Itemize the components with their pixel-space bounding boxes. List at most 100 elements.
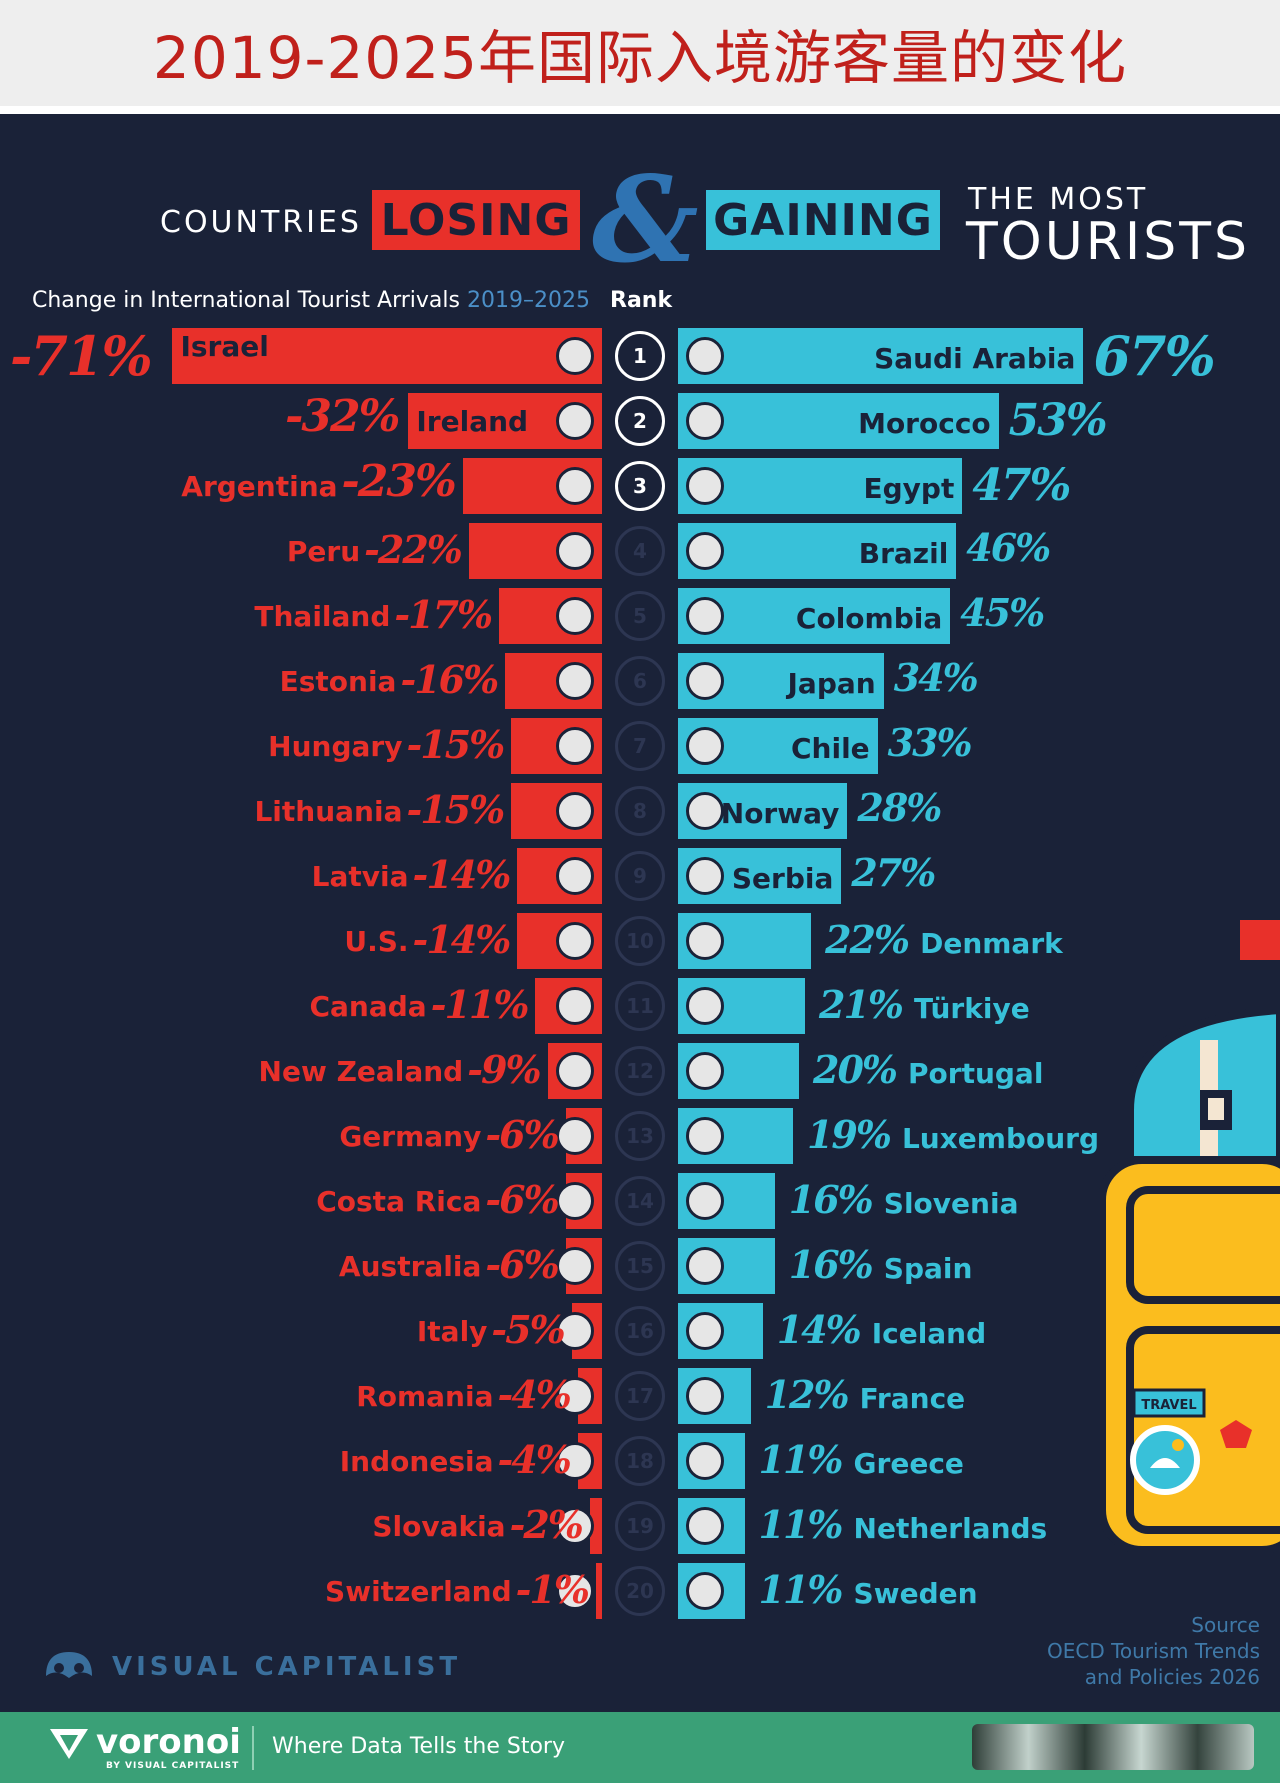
country-label-gaining: Denmark — [920, 927, 1063, 960]
country-label-losing: Latvia — [311, 860, 409, 893]
source-note: Source OECD Tourism Trends and Policies … — [1047, 1612, 1260, 1690]
bar-losing-israel — [172, 328, 602, 384]
value-label-gaining: 11% — [758, 1502, 844, 1547]
value-label-gaining: 47% — [972, 460, 1071, 511]
flag-luxembourg-icon — [686, 1117, 724, 1155]
bar-gaining-brazil — [678, 523, 957, 579]
header-countries: COUNTRIES — [160, 205, 362, 240]
flag-denmark-icon — [686, 922, 724, 960]
flag-costa-rica-icon — [556, 1182, 594, 1220]
country-label-losing: Canada — [309, 990, 427, 1023]
country-label-gaining: Norway — [720, 797, 840, 830]
flag-canada-icon — [556, 987, 594, 1025]
flag-japan-icon — [686, 662, 724, 700]
rank-badge: 7 — [615, 721, 665, 771]
country-label-gaining: Slovenia — [883, 1187, 1019, 1220]
bar-losing-switzerland — [595, 1563, 602, 1619]
flag-australia-icon — [556, 1247, 594, 1285]
country-label-gaining: France — [859, 1382, 966, 1415]
value-label-losing: -9% — [467, 1047, 541, 1092]
value-label-gaining: 14% — [776, 1307, 862, 1352]
value-label-gaining: 33% — [887, 720, 973, 765]
chart-subtitle: Change in International Tourist Arrivals… — [32, 288, 590, 313]
flag-romania-icon — [556, 1377, 594, 1415]
flag-slovakia-icon — [556, 1507, 594, 1545]
value-label-gaining: 22% — [825, 917, 910, 962]
header-ampersand: & — [592, 150, 699, 289]
value-label-losing: -15% — [406, 722, 505, 767]
country-label-losing: Argentina — [181, 470, 338, 503]
country-label-gaining: Egypt — [863, 472, 955, 505]
bar-gaining-saudi-arabia — [678, 328, 1084, 384]
flag-germany-icon — [556, 1117, 594, 1155]
flag-thailand-icon — [556, 597, 594, 635]
country-label-losing: Peru — [286, 535, 361, 568]
header-gaining: GAINING — [706, 190, 940, 250]
country-label-losing: Lithuania — [254, 795, 403, 828]
value-label-losing: -6% — [485, 1177, 559, 1222]
footer-logo-text: voronoi — [96, 1722, 241, 1762]
country-label-gaining: Chile — [790, 732, 870, 765]
country-label-gaining: Portugal — [908, 1057, 1044, 1090]
header-losing: LOSING — [372, 190, 580, 250]
flag-peru-icon — [556, 532, 594, 570]
travel-sticker — [1132, 1388, 1206, 1418]
country-label-gaining: Brazil — [858, 537, 949, 570]
country-label-gaining: Greece — [853, 1447, 964, 1480]
footer-tagline: Where Data Tells the Story — [272, 1734, 565, 1759]
country-label-losing: Costa Rica — [316, 1185, 482, 1218]
footer-divider — [252, 1726, 254, 1770]
flag-saudi-arabia-icon — [686, 337, 724, 375]
visual-capitalist-logo-icon — [46, 1652, 92, 1678]
subtitle-years: 2019–2025 — [466, 288, 590, 313]
value-label-gaining: 16% — [788, 1242, 874, 1287]
value-label-gaining: 19% — [806, 1112, 892, 1157]
value-label-gaining: 28% — [857, 785, 942, 830]
rank-badge: 15 — [615, 1241, 665, 1291]
country-label-gaining: Serbia — [731, 862, 834, 895]
rank-badge: 1 — [615, 331, 665, 381]
country-label-gaining: Türkiye — [914, 992, 1030, 1025]
flag-france-icon — [686, 1377, 724, 1415]
flag-iceland-icon — [686, 1312, 724, 1350]
flag-new-zealand-icon — [556, 1052, 594, 1090]
heart-sticker-icon — [1220, 1420, 1252, 1448]
country-label-gaining: Saudi Arabia — [874, 342, 1076, 375]
bar-losing-slovakia — [589, 1498, 602, 1554]
country-label-losing: Slovakia — [372, 1510, 506, 1543]
country-label-losing: Australia — [338, 1250, 482, 1283]
flag-norway-icon — [686, 792, 724, 830]
flag-italy-icon — [556, 1312, 594, 1350]
header-tourists: TOURISTS — [966, 212, 1250, 272]
flag-serbia-icon — [686, 857, 724, 895]
value-label-gaining: 27% — [851, 850, 936, 895]
rank-badge: 9 — [615, 851, 665, 901]
value-label-losing: -6% — [485, 1242, 559, 1287]
value-label-gaining: 11% — [758, 1437, 844, 1482]
country-label-losing: Germany — [339, 1120, 482, 1153]
value-label-gaining: 20% — [813, 1047, 898, 1092]
bar-gaining-morocco — [678, 393, 999, 449]
flag-chile-icon — [686, 727, 724, 765]
suitcase-handle — [1240, 920, 1280, 960]
value-label-losing: -4% — [497, 1437, 571, 1482]
source-line-2: OECD Tourism Trends — [1046, 1639, 1260, 1663]
country-label-gaining: Sweden — [853, 1577, 978, 1610]
travel-sticker-label: TRAVEL — [1141, 1398, 1196, 1413]
country-label-losing: Indonesia — [339, 1445, 494, 1478]
value-label-gaining: 34% — [893, 655, 979, 700]
country-label-losing: Italy — [416, 1315, 488, 1348]
flag-netherlands-icon — [686, 1507, 724, 1545]
country-label-losing: Thailand — [254, 600, 391, 633]
country-label-losing: Switzerland — [325, 1575, 512, 1608]
flag-egypt-icon — [686, 467, 724, 505]
flag-slovenia-icon — [686, 1182, 724, 1220]
flag-ireland-icon — [556, 402, 594, 440]
flag-spain-icon — [686, 1247, 724, 1285]
value-label-losing: -17% — [394, 592, 493, 637]
flag-colombia-icon — [686, 597, 724, 635]
rank-badge: 16 — [615, 1306, 665, 1356]
rank-badge: 6 — [615, 656, 665, 706]
value-label-gaining: 45% — [960, 590, 1045, 635]
header-the-most: THE MOST — [968, 182, 1149, 217]
